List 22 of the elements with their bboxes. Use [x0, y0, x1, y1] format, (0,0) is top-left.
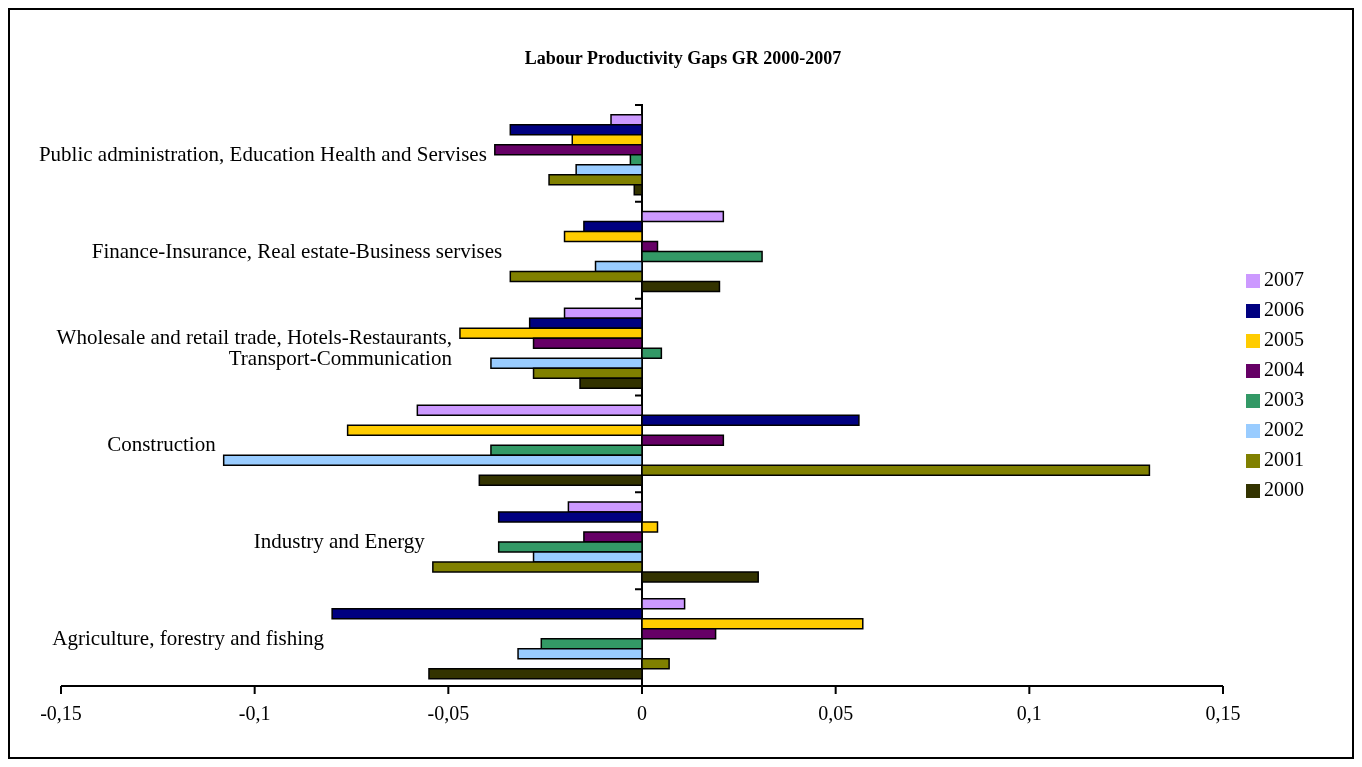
x-tick-label: -0,1	[238, 702, 271, 725]
legend-label: 2003	[1264, 387, 1304, 410]
legend-label: 2001	[1264, 447, 1304, 470]
legend-label: 2005	[1264, 327, 1304, 350]
x-tick-label: -0,05	[427, 702, 470, 725]
legend-label: 2007	[1264, 267, 1304, 290]
legend-label: 2002	[1264, 417, 1304, 440]
x-tick-label: -0,15	[40, 702, 82, 725]
legend-label: 2000	[1264, 477, 1304, 500]
x-tick-label: 0	[637, 702, 647, 725]
chart-title: Labour Productivity Gaps GR 2000-2007	[523, 48, 843, 69]
x-tick-label: 0,05	[818, 702, 854, 725]
y-tick-label: Industry and Energy	[253, 529, 426, 554]
legend-label: 2006	[1264, 297, 1304, 320]
y-tick-label: Finance-Insurance, Real estate-Business servises	[91, 238, 503, 263]
y-tick-label: Public administration, Education Health and Servises	[38, 141, 487, 166]
x-tick-label: 0,15	[1205, 702, 1241, 725]
x-tick-label: 0,1	[1016, 702, 1042, 725]
legend-label: 2004	[1264, 357, 1304, 380]
y-tick-label: Wholesale and retail trade, Hotels-Restaurants, Transport-Communication	[56, 325, 453, 371]
y-tick-label: Construction	[107, 432, 217, 457]
y-tick-label: Agriculture, forestry and fishing	[52, 626, 325, 651]
